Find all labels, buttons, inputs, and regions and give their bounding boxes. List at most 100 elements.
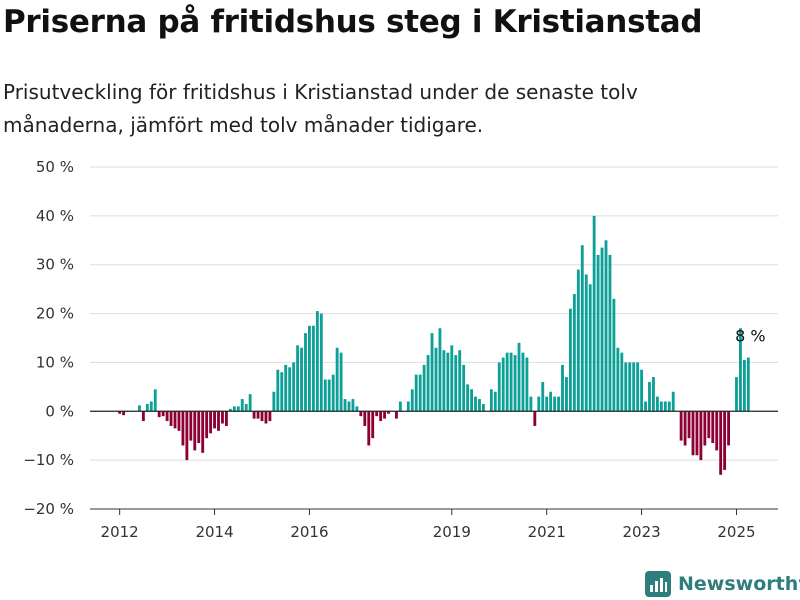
bar bbox=[545, 396, 549, 412]
bar bbox=[470, 389, 473, 412]
y-tick-label: −20 % bbox=[23, 500, 74, 518]
bar bbox=[592, 215, 596, 412]
y-tick-label: 10 % bbox=[36, 353, 74, 371]
bar bbox=[236, 406, 240, 412]
y-tick-label: 30 % bbox=[36, 256, 74, 274]
bar bbox=[304, 333, 307, 412]
bar bbox=[149, 401, 153, 412]
bar bbox=[387, 411, 390, 414]
bar bbox=[529, 396, 533, 412]
bar bbox=[138, 405, 141, 412]
bar bbox=[284, 364, 288, 412]
bar bbox=[628, 362, 632, 412]
bar bbox=[141, 411, 145, 422]
bar bbox=[327, 379, 331, 412]
y-tick-label: 0 % bbox=[45, 402, 74, 420]
newsworthy-logo: Newsworthy bbox=[644, 568, 800, 600]
bar bbox=[145, 403, 149, 412]
bars bbox=[118, 215, 750, 475]
bar bbox=[576, 269, 580, 412]
bar bbox=[189, 411, 193, 441]
bar bbox=[118, 411, 122, 414]
chart-title: Priserna på fritidshus steg i Kristianst… bbox=[3, 4, 703, 40]
bar bbox=[446, 352, 450, 412]
bar bbox=[557, 396, 560, 412]
bar bbox=[533, 411, 537, 426]
bar bbox=[493, 391, 497, 412]
bar bbox=[177, 411, 181, 431]
bar bbox=[549, 391, 553, 412]
bar bbox=[292, 362, 296, 412]
bar bbox=[691, 411, 695, 456]
y-tick-label: 40 % bbox=[36, 207, 74, 225]
bar bbox=[228, 408, 232, 412]
bar bbox=[201, 411, 205, 453]
bar bbox=[525, 357, 529, 412]
y-tick-label: 50 % bbox=[36, 158, 74, 176]
latest-value-label: 8 % bbox=[735, 327, 765, 346]
bar bbox=[323, 379, 327, 412]
bar bbox=[596, 254, 600, 412]
bar bbox=[655, 396, 659, 412]
bar bbox=[604, 240, 608, 412]
bar bbox=[319, 313, 323, 412]
bar bbox=[742, 359, 746, 412]
bar bbox=[715, 411, 719, 451]
bar bbox=[398, 401, 402, 412]
bar bbox=[458, 350, 462, 412]
bar bbox=[217, 411, 220, 431]
bar bbox=[640, 369, 644, 412]
x-tick-label: 2014 bbox=[195, 523, 233, 541]
bar bbox=[422, 364, 426, 412]
bar-chart: −20 % −10 % 0 % 10 % 20 % 30 % 40 % 50 % 2012 201… bbox=[23, 158, 778, 541]
axes bbox=[90, 410, 778, 515]
bar bbox=[244, 403, 248, 412]
bar bbox=[418, 374, 422, 412]
gridlines bbox=[90, 166, 778, 510]
bar bbox=[695, 411, 699, 456]
bar bbox=[311, 325, 315, 412]
bar bbox=[466, 384, 470, 412]
bar bbox=[541, 381, 545, 412]
bar bbox=[165, 411, 169, 422]
bar bbox=[379, 411, 383, 422]
bar bbox=[185, 411, 189, 461]
bar bbox=[240, 399, 244, 412]
bar bbox=[497, 362, 501, 412]
bar bbox=[335, 347, 339, 412]
x-tick-label: 2025 bbox=[717, 523, 755, 541]
bar bbox=[568, 308, 572, 412]
bar bbox=[699, 411, 703, 461]
bar bbox=[343, 399, 347, 412]
bar bbox=[683, 411, 687, 446]
bar bbox=[308, 325, 311, 412]
bar bbox=[248, 394, 252, 412]
bar bbox=[746, 357, 750, 412]
bar bbox=[454, 355, 458, 412]
bar bbox=[707, 411, 711, 439]
bar bbox=[588, 284, 592, 412]
bar bbox=[288, 367, 292, 412]
bar bbox=[264, 411, 268, 424]
bar bbox=[612, 298, 616, 412]
bar bbox=[339, 352, 343, 412]
bar bbox=[232, 406, 236, 412]
bar bbox=[383, 411, 386, 419]
bar bbox=[347, 401, 351, 412]
bar bbox=[659, 401, 663, 412]
bar bbox=[580, 245, 584, 412]
bar bbox=[367, 411, 371, 446]
bar bbox=[482, 403, 485, 412]
tick-labels: −20 % −10 % 0 % 10 % 20 % 30 % 40 % 50 % 2012 201… bbox=[23, 158, 765, 541]
bar bbox=[719, 411, 723, 475]
bar bbox=[351, 399, 355, 412]
bar bbox=[727, 411, 730, 446]
bar bbox=[260, 411, 264, 422]
bar bbox=[414, 374, 418, 412]
bar bbox=[663, 401, 667, 412]
bar bbox=[679, 411, 683, 441]
bar bbox=[272, 391, 276, 412]
bar bbox=[620, 352, 624, 412]
bar bbox=[406, 401, 410, 412]
bar bbox=[252, 411, 256, 419]
